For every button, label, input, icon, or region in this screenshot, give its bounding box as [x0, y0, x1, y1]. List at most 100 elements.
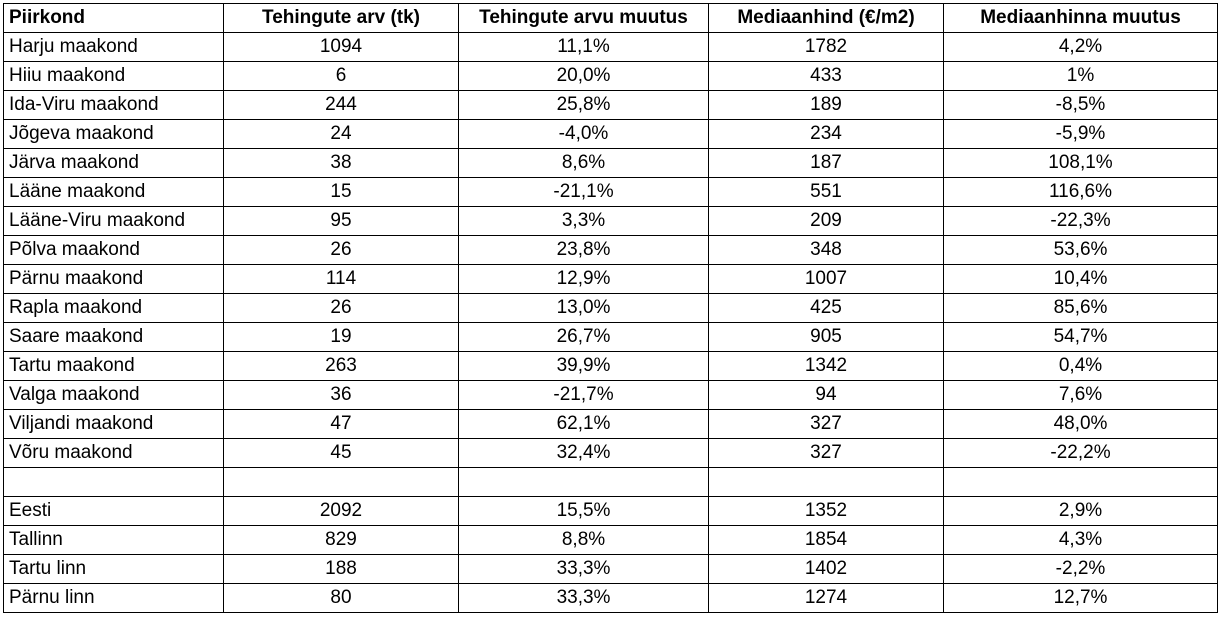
median-price-change-cell: 0,4%	[943, 351, 1218, 381]
region-cell: Harju maakond	[3, 32, 224, 62]
header-piirkond: Piirkond	[3, 3, 224, 33]
median-price-change-cell: -8,5%	[943, 90, 1218, 120]
transactions-count-cell: 95	[223, 206, 459, 236]
transactions-change-cell: 32,4%	[458, 438, 709, 468]
median-price-cell	[708, 467, 944, 497]
median-price-cell: 94	[708, 380, 944, 410]
median-price-cell: 1854	[708, 525, 944, 555]
region-cell: Saare maakond	[3, 322, 224, 352]
median-price-cell: 905	[708, 322, 944, 352]
median-price-change-cell: 53,6%	[943, 235, 1218, 265]
transactions-change-cell: 11,1%	[458, 32, 709, 62]
transactions-count-cell: 114	[223, 264, 459, 294]
region-cell: Hiiu maakond	[3, 61, 224, 91]
region-cell: Eesti	[3, 496, 224, 526]
median-price-cell: 425	[708, 293, 944, 323]
transactions-change-cell: 8,6%	[458, 148, 709, 178]
median-price-change-cell: 10,4%	[943, 264, 1218, 294]
header-mediaanhind: Mediaanhind (€/m2)	[708, 3, 944, 33]
transactions-change-cell: 8,8%	[458, 525, 709, 555]
table-row: Põlva maakond 26 23,8% 348 53,6%	[3, 235, 1218, 265]
transactions-change-cell: 33,3%	[458, 583, 709, 613]
transactions-change-cell: 20,0%	[458, 61, 709, 91]
median-price-cell: 551	[708, 177, 944, 207]
median-price-cell: 433	[708, 61, 944, 91]
region-cell: Rapla maakond	[3, 293, 224, 323]
table-row: Eesti 2092 15,5% 1352 2,9%	[3, 496, 1218, 526]
region-cell: Järva maakond	[3, 148, 224, 178]
median-price-change-cell: 2,9%	[943, 496, 1218, 526]
transactions-count-cell: 2092	[223, 496, 459, 526]
region-cell: Tallinn	[3, 525, 224, 555]
table-row: Saare maakond 19 26,7% 905 54,7%	[3, 322, 1218, 352]
transactions-change-cell: 26,7%	[458, 322, 709, 352]
table-row: Tallinn 829 8,8% 1854 4,3%	[3, 525, 1218, 555]
header-tehingute-arv: Tehingute arv (tk)	[223, 3, 459, 33]
transactions-change-cell	[458, 467, 709, 497]
table-row: Viljandi maakond 47 62,1% 327 48,0%	[3, 409, 1218, 439]
median-price-cell: 327	[708, 409, 944, 439]
table-row: Hiiu maakond 6 20,0% 433 1%	[3, 61, 1218, 91]
transactions-change-cell: -4,0%	[458, 119, 709, 149]
median-price-change-cell: 116,6%	[943, 177, 1218, 207]
transactions-count-cell: 47	[223, 409, 459, 439]
transactions-count-cell: 244	[223, 90, 459, 120]
transactions-change-cell: 62,1%	[458, 409, 709, 439]
median-price-change-cell: 12,7%	[943, 583, 1218, 613]
median-price-cell: 1342	[708, 351, 944, 381]
median-price-cell: 234	[708, 119, 944, 149]
median-price-change-cell: -5,9%	[943, 119, 1218, 149]
transactions-count-cell: 36	[223, 380, 459, 410]
transactions-count-cell: 26	[223, 235, 459, 265]
transactions-count-cell: 38	[223, 148, 459, 178]
data-table: Piirkond Tehingute arv (tk) Tehingute ar…	[3, 3, 1218, 613]
header-tehingute-arvu-muutus: Tehingute arvu muutus	[458, 3, 709, 33]
transactions-count-cell: 19	[223, 322, 459, 352]
table-row: Valga maakond 36 -21,7% 94 7,6%	[3, 380, 1218, 410]
region-cell: Tartu maakond	[3, 351, 224, 381]
table-row: Tartu linn 188 33,3% 1402 -2,2%	[3, 554, 1218, 584]
table-row: Pärnu linn 80 33,3% 1274 12,7%	[3, 583, 1218, 613]
region-cell: Viljandi maakond	[3, 409, 224, 439]
median-price-change-cell: 54,7%	[943, 322, 1218, 352]
median-price-cell: 187	[708, 148, 944, 178]
transactions-change-cell: 39,9%	[458, 351, 709, 381]
transactions-count-cell: 15	[223, 177, 459, 207]
transactions-count-cell: 1094	[223, 32, 459, 62]
median-price-change-cell: 85,6%	[943, 293, 1218, 323]
median-price-change-cell: -22,2%	[943, 438, 1218, 468]
table-row: Pärnu maakond 114 12,9% 1007 10,4%	[3, 264, 1218, 294]
median-price-cell: 209	[708, 206, 944, 236]
transactions-change-cell: -21,7%	[458, 380, 709, 410]
table-row: Jõgeva maakond 24 -4,0% 234 -5,9%	[3, 119, 1218, 149]
median-price-change-cell: 48,0%	[943, 409, 1218, 439]
median-price-cell: 327	[708, 438, 944, 468]
transactions-count-cell: 80	[223, 583, 459, 613]
table-row: Võru maakond 45 32,4% 327 -22,2%	[3, 438, 1218, 468]
transactions-count-cell: 829	[223, 525, 459, 555]
transactions-count-cell: 188	[223, 554, 459, 584]
median-price-change-cell: 7,6%	[943, 380, 1218, 410]
median-price-cell: 1274	[708, 583, 944, 613]
transactions-change-cell: 23,8%	[458, 235, 709, 265]
table-row: Lääne maakond 15 -21,1% 551 116,6%	[3, 177, 1218, 207]
transactions-count-cell	[223, 467, 459, 497]
transactions-change-cell: 3,3%	[458, 206, 709, 236]
region-cell: Pärnu maakond	[3, 264, 224, 294]
table-row: Lääne-Viru maakond 95 3,3% 209 -22,3%	[3, 206, 1218, 236]
transactions-count-cell: 26	[223, 293, 459, 323]
header-mediaanhinna-muutus: Mediaanhinna muutus	[943, 3, 1218, 33]
transactions-change-cell: 12,9%	[458, 264, 709, 294]
region-cell: Lääne-Viru maakond	[3, 206, 224, 236]
transactions-change-cell: 13,0%	[458, 293, 709, 323]
transactions-count-cell: 263	[223, 351, 459, 381]
region-cell: Lääne maakond	[3, 177, 224, 207]
region-cell: Jõgeva maakond	[3, 119, 224, 149]
median-price-cell: 1402	[708, 554, 944, 584]
transactions-count-cell: 24	[223, 119, 459, 149]
table-row: Tartu maakond 263 39,9% 1342 0,4%	[3, 351, 1218, 381]
table-row: Järva maakond 38 8,6% 187 108,1%	[3, 148, 1218, 178]
median-price-change-cell: 108,1%	[943, 148, 1218, 178]
region-cell: Valga maakond	[3, 380, 224, 410]
transactions-change-cell: 15,5%	[458, 496, 709, 526]
